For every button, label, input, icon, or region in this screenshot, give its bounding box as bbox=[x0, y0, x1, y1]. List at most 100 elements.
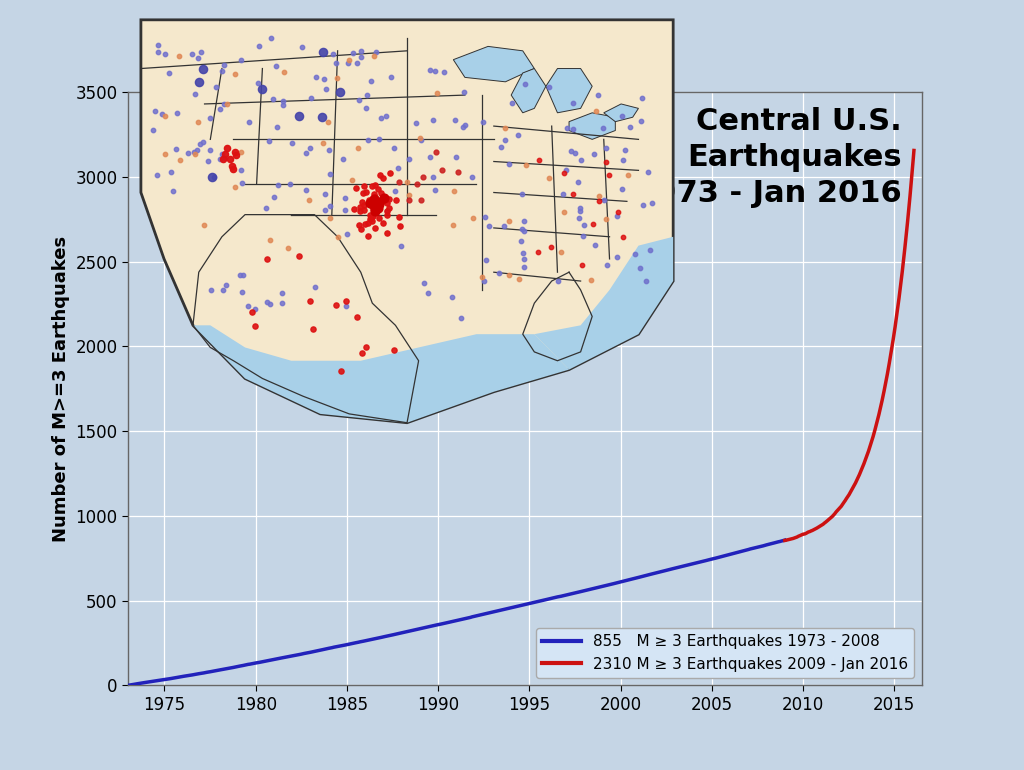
Point bbox=[515, 215, 531, 227]
Point bbox=[151, 46, 167, 59]
Point bbox=[364, 200, 380, 213]
Point bbox=[307, 281, 324, 293]
Point bbox=[497, 220, 513, 233]
Point bbox=[208, 80, 224, 92]
Point bbox=[634, 92, 650, 104]
Point bbox=[265, 191, 282, 203]
Point bbox=[184, 49, 201, 61]
Point bbox=[550, 275, 566, 287]
Point bbox=[217, 148, 233, 160]
Polygon shape bbox=[141, 20, 673, 423]
Point bbox=[367, 188, 383, 200]
Point bbox=[515, 246, 531, 259]
Point bbox=[427, 146, 443, 159]
Point bbox=[202, 144, 218, 156]
Text: Central U.S.
Earthquakes
1973 - Jan 2016: Central U.S. Earthquakes 1973 - Jan 2016 bbox=[634, 107, 902, 208]
Point bbox=[562, 145, 579, 157]
Point bbox=[352, 201, 369, 213]
Point bbox=[317, 188, 334, 200]
Polygon shape bbox=[511, 69, 546, 112]
Point bbox=[358, 186, 375, 198]
Point bbox=[434, 163, 451, 176]
Point bbox=[617, 144, 634, 156]
Point bbox=[515, 225, 531, 237]
Point bbox=[379, 197, 395, 209]
Point bbox=[345, 47, 361, 59]
Point bbox=[371, 133, 387, 146]
Point bbox=[510, 129, 526, 141]
Point bbox=[268, 60, 285, 72]
Point bbox=[317, 83, 334, 95]
Point bbox=[214, 148, 230, 160]
Point bbox=[601, 169, 617, 181]
Point bbox=[332, 86, 348, 99]
Point bbox=[367, 206, 383, 218]
Point bbox=[367, 200, 383, 213]
Point bbox=[424, 171, 440, 183]
Point bbox=[308, 71, 325, 83]
Point bbox=[408, 116, 424, 129]
Point bbox=[531, 153, 548, 166]
Point bbox=[574, 230, 591, 243]
Point bbox=[240, 300, 256, 312]
Point bbox=[217, 152, 233, 165]
Point bbox=[558, 163, 574, 176]
Point bbox=[564, 97, 581, 109]
Point bbox=[366, 210, 382, 223]
Point bbox=[595, 194, 611, 206]
Point bbox=[214, 283, 230, 296]
Point bbox=[416, 276, 432, 289]
Point bbox=[392, 219, 409, 232]
Point bbox=[261, 135, 278, 147]
Point bbox=[456, 85, 472, 98]
Point bbox=[620, 169, 636, 181]
Point bbox=[615, 231, 632, 243]
Point bbox=[644, 197, 660, 209]
Point bbox=[422, 64, 438, 76]
Point bbox=[282, 178, 298, 190]
Point bbox=[379, 209, 395, 221]
Point bbox=[412, 132, 428, 144]
Y-axis label: Number of M>=3 Earthquakes: Number of M>=3 Earthquakes bbox=[52, 236, 70, 542]
Point bbox=[413, 194, 429, 206]
Point bbox=[415, 170, 431, 182]
Point bbox=[232, 164, 249, 176]
Point bbox=[364, 197, 380, 209]
Point bbox=[223, 160, 240, 172]
Point bbox=[215, 59, 231, 71]
Point bbox=[328, 57, 344, 69]
Point bbox=[269, 121, 286, 133]
Point bbox=[571, 205, 588, 217]
Point bbox=[319, 116, 336, 128]
Polygon shape bbox=[546, 69, 592, 112]
Point bbox=[633, 115, 649, 127]
Point bbox=[356, 204, 373, 216]
Point bbox=[543, 241, 559, 253]
Point bbox=[575, 219, 592, 231]
Polygon shape bbox=[569, 112, 615, 139]
Point bbox=[169, 106, 185, 119]
Point bbox=[366, 50, 382, 62]
Point bbox=[189, 116, 206, 128]
Point bbox=[367, 192, 383, 205]
Point bbox=[455, 120, 471, 132]
Point bbox=[219, 98, 236, 110]
Point bbox=[356, 179, 373, 192]
Point bbox=[493, 141, 509, 153]
Point bbox=[400, 189, 417, 202]
Point bbox=[273, 286, 290, 299]
Point bbox=[357, 341, 374, 353]
Point bbox=[337, 192, 353, 205]
Point bbox=[364, 180, 380, 192]
Point bbox=[511, 273, 527, 285]
Point bbox=[226, 146, 243, 158]
Point bbox=[632, 262, 648, 274]
Point bbox=[202, 112, 218, 124]
Point bbox=[291, 110, 307, 122]
Point bbox=[213, 65, 229, 77]
Point bbox=[247, 303, 263, 315]
Point bbox=[553, 246, 569, 258]
Point bbox=[294, 41, 310, 53]
Point bbox=[204, 171, 220, 183]
Point bbox=[375, 196, 391, 208]
